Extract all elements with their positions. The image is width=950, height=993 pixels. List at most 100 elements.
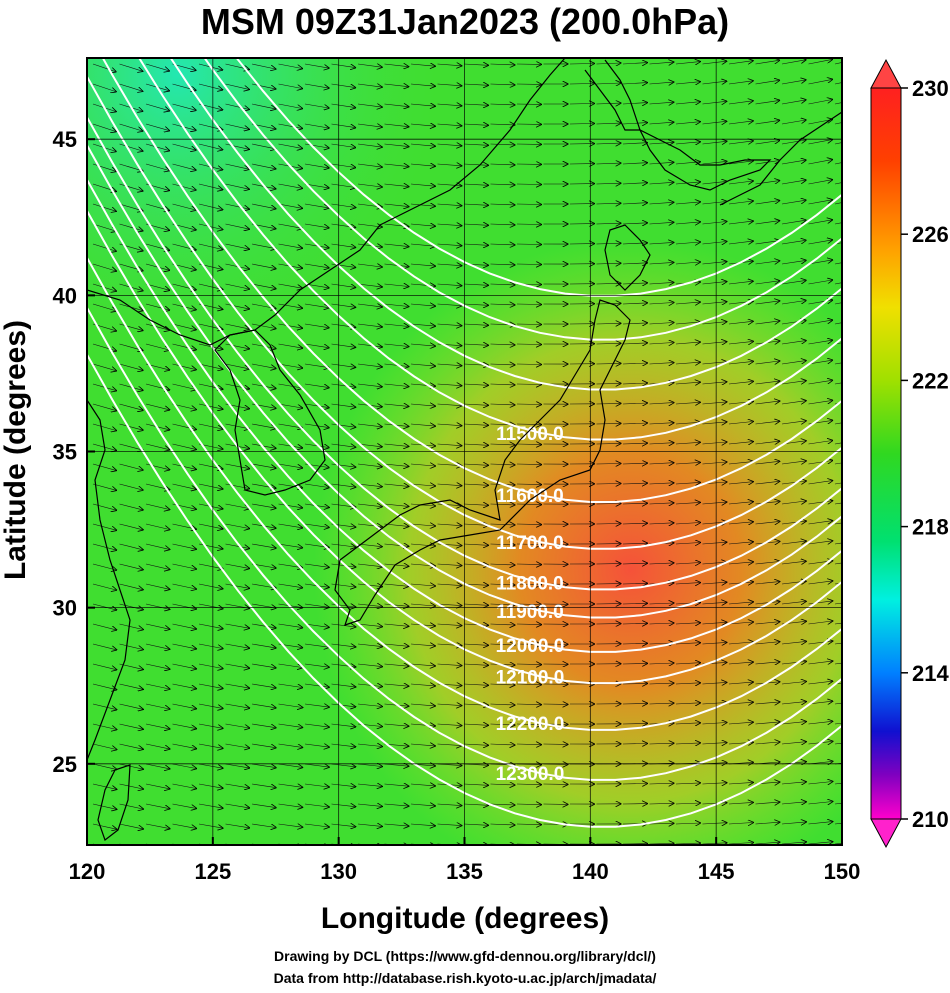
wind-arrow <box>755 181 780 185</box>
wind-arrow <box>702 81 727 84</box>
wind-arrow <box>145 143 169 151</box>
wind-arrow <box>834 602 842 605</box>
wind-arrow <box>808 79 833 85</box>
wind-arrow <box>490 404 515 405</box>
wind-arrow <box>675 502 700 504</box>
wind-arrow <box>437 764 462 766</box>
wind-arrow <box>145 763 170 769</box>
wind-arrow <box>384 644 409 646</box>
wind-arrow <box>92 463 116 470</box>
wind-arrow <box>728 161 753 164</box>
wind-arrow <box>384 464 409 466</box>
wind-arrow <box>649 523 674 524</box>
wind-arrow <box>410 164 435 166</box>
wind-arrow <box>145 723 170 729</box>
wind-arrow <box>781 401 806 404</box>
wind-arrow <box>119 223 143 231</box>
wind-arrow <box>702 642 727 644</box>
wind-arrow <box>145 743 170 749</box>
wind-arrow <box>781 601 806 604</box>
wind-arrow <box>145 623 169 629</box>
wind-arrow <box>516 724 541 725</box>
wind-arrow <box>490 464 515 465</box>
wind-arrow <box>675 342 700 344</box>
wind-arrow <box>437 64 462 66</box>
wind-arrow <box>781 782 806 784</box>
wind-arrow <box>463 824 488 825</box>
wind-arrow <box>251 823 276 828</box>
wind-arrow <box>516 444 541 445</box>
wind-arrow <box>516 784 541 785</box>
wind-arrow <box>278 143 303 148</box>
wind-arrow <box>225 643 250 648</box>
wind-arrow <box>622 683 647 684</box>
wind-arrow <box>331 564 356 567</box>
wind-arrow <box>622 744 647 745</box>
wind-arrow <box>463 724 488 725</box>
wind-arrow <box>198 283 222 289</box>
wind-arrow <box>834 542 842 545</box>
wind-arrow <box>331 484 356 487</box>
wind-arrow <box>728 562 753 564</box>
wind-arrow <box>92 623 116 630</box>
wind-arrow <box>410 744 435 746</box>
wind-arrow <box>463 224 488 225</box>
wind-arrow <box>728 81 753 84</box>
wind-arrow <box>331 784 356 787</box>
wind-arrow <box>649 483 674 484</box>
wind-arrow <box>755 120 780 125</box>
wind-arrow <box>92 123 116 132</box>
wind-arrow <box>357 284 382 287</box>
wind-arrow <box>331 384 356 387</box>
wind-arrow <box>834 82 842 85</box>
wind-arrow <box>781 722 806 724</box>
wind-arrow <box>384 544 409 546</box>
wind-arrow <box>490 124 515 125</box>
wind-arrow <box>145 103 169 111</box>
wind-arrow <box>437 264 462 266</box>
wind-arrow <box>357 144 382 147</box>
wind-arrow <box>728 321 753 324</box>
wind-arrow <box>119 83 143 91</box>
wind-arrow <box>490 744 515 745</box>
wind-arrow <box>145 703 170 709</box>
wind-arrow <box>172 363 196 370</box>
wind-arrow <box>410 104 435 106</box>
wind-arrow <box>410 524 435 526</box>
wind-arrow <box>225 823 250 828</box>
wind-arrow <box>357 104 382 107</box>
wind-arrow <box>437 144 462 146</box>
wind-arrow <box>808 180 833 185</box>
wind-arrow <box>437 424 462 426</box>
wind-arrow <box>463 684 488 685</box>
wind-arrow <box>808 200 833 205</box>
contour-label: 12100.0 <box>496 667 565 688</box>
wind-arrow <box>675 803 700 804</box>
wind-arrow <box>357 684 382 687</box>
wind-arrow <box>304 443 329 448</box>
wind-arrow <box>622 103 647 104</box>
wind-arrow <box>437 824 462 826</box>
wind-arrow <box>675 623 700 624</box>
wind-arrow <box>463 204 488 205</box>
wind-arrow <box>384 64 409 67</box>
temperature-field: 11500.0 11600.0 11700.0 11800.0 11900.0 12000… <box>87 58 842 845</box>
wind-arrow <box>278 784 303 787</box>
wind-arrow <box>596 183 621 184</box>
x-tick-label: 130 <box>320 859 357 884</box>
wind-arrow <box>649 423 674 424</box>
wind-arrow <box>145 463 169 470</box>
wind-arrow <box>675 843 700 844</box>
wind-arrow <box>331 544 356 547</box>
wind-arrow <box>384 764 409 766</box>
wind-arrow <box>675 482 700 484</box>
wind-arrow <box>304 103 329 108</box>
wind-arrow <box>834 102 842 105</box>
wind-arrow <box>410 144 435 146</box>
wind-arrow <box>781 561 806 564</box>
wind-arrow <box>172 683 197 689</box>
credit-data: Data from http://database.rish.kyoto-u.a… <box>273 970 657 986</box>
wind-arrow <box>225 423 250 429</box>
wind-arrow <box>437 164 462 166</box>
wind-arrow <box>490 704 515 705</box>
